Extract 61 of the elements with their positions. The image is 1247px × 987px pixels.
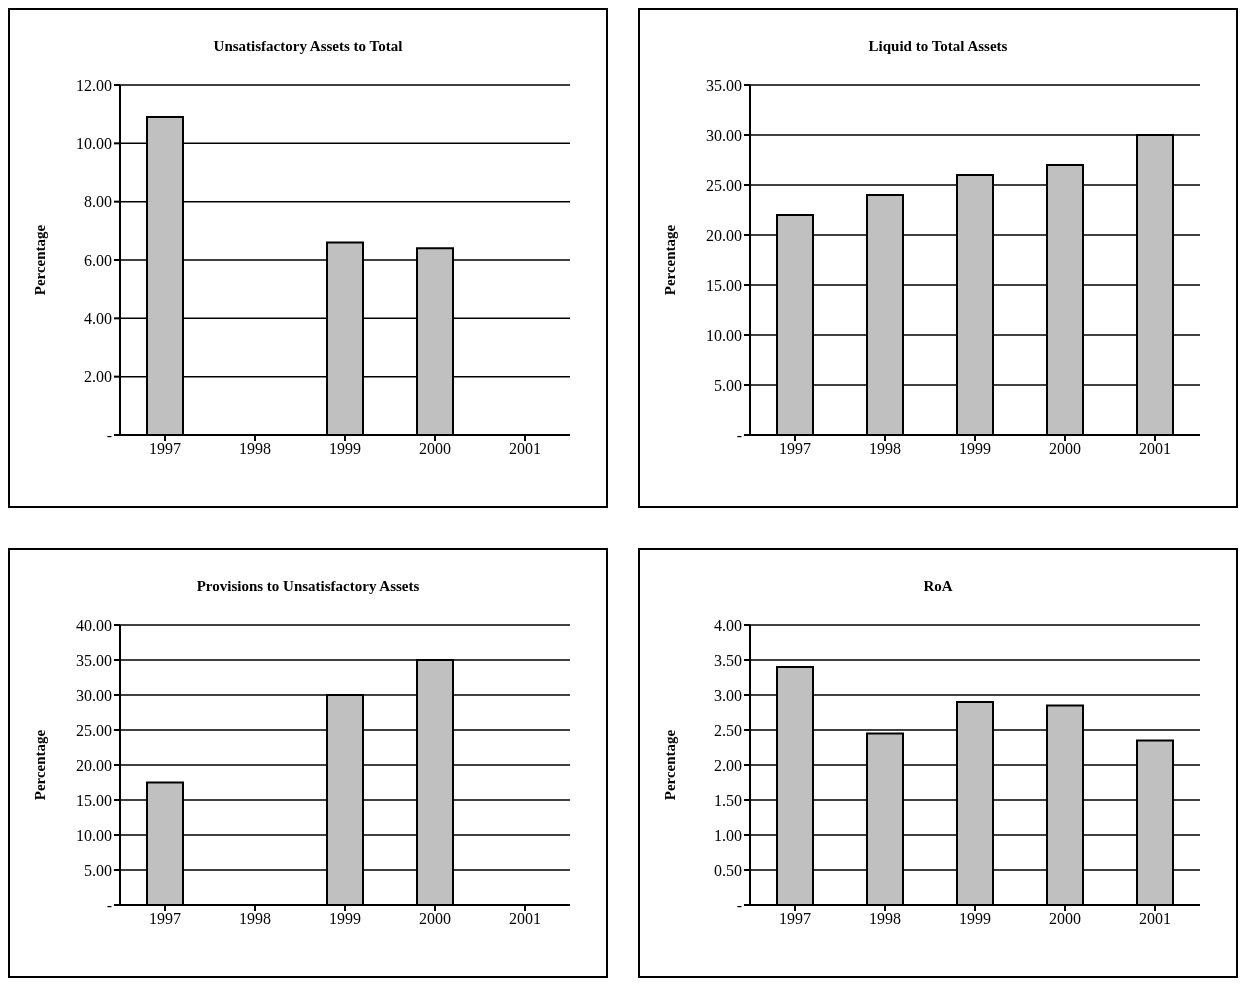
x-tick-label: 2000: [419, 910, 451, 928]
x-tick-label: 2001: [509, 910, 541, 928]
x-tick-label: 2001: [1139, 440, 1171, 458]
y-axis-title: Percentage: [32, 729, 49, 801]
x-tick-label: 2001: [1139, 910, 1171, 928]
chart-title: Unsatisfactory Assets to Total: [212, 38, 404, 55]
y-tick-label: 5.00: [714, 376, 742, 394]
y-tick-label: 12.00: [76, 76, 112, 94]
y-tick-label: -: [106, 896, 112, 914]
y-tick-label: 6.00: [84, 251, 112, 269]
x-tick-label: 1999: [959, 910, 991, 928]
x-tick-label: 1998: [869, 440, 901, 458]
y-tick-label: 15.00: [706, 276, 742, 294]
y-tick-label: 5.00: [84, 861, 112, 879]
x-tick-label: 2000: [1049, 440, 1081, 458]
x-tick-label: 1999: [329, 910, 361, 928]
x-tick-label: 1997: [149, 440, 181, 458]
y-tick-label: 10.00: [76, 826, 112, 844]
chart-title: RoA: [922, 578, 954, 595]
y-tick-label: 4.00: [84, 310, 112, 328]
y-tick-label: 8.00: [84, 193, 112, 211]
x-tick-label: 1997: [779, 910, 811, 928]
y-tick-label: 35.00: [706, 76, 742, 94]
y-tick-label: 20.00: [706, 226, 742, 244]
chart-title: Provisions to Unsatisfactory Assets: [195, 578, 421, 595]
y-tick-label: 10.00: [76, 135, 112, 153]
x-tick-label: 2000: [419, 440, 451, 458]
x-tick-label: 1999: [329, 440, 361, 458]
y-axis-title: Percentage: [662, 729, 679, 801]
y-axis-title: Percentage: [32, 224, 49, 296]
y-tick-label: 2.00: [84, 368, 112, 386]
y-tick-label: 10.00: [706, 326, 742, 344]
x-tick-label: 1998: [239, 910, 271, 928]
y-tick-label: 1.00: [714, 826, 742, 844]
y-tick-label: 15.00: [76, 791, 112, 809]
x-tick-label: 1997: [149, 910, 181, 928]
y-tick-label: 30.00: [706, 126, 742, 144]
y-tick-label: -: [736, 426, 742, 444]
y-tick-label: -: [106, 426, 112, 444]
y-tick-label: 35.00: [76, 651, 112, 669]
x-tick-label: 1997: [779, 440, 811, 458]
y-tick-label: 2.00: [714, 756, 742, 774]
x-tick-label: 2000: [1049, 910, 1081, 928]
x-tick-label: 1999: [959, 440, 991, 458]
y-tick-label: 1.50: [714, 791, 742, 809]
y-axis-title: Percentage: [662, 224, 679, 296]
y-tick-label: 2.50: [714, 721, 742, 739]
y-tick-label: 3.50: [714, 651, 742, 669]
y-tick-label: 20.00: [76, 756, 112, 774]
y-tick-label: 3.00: [714, 686, 742, 704]
y-tick-label: 25.00: [706, 176, 742, 194]
chart-title: Liquid to Total Assets: [867, 38, 1009, 55]
x-tick-label: 1998: [239, 440, 271, 458]
y-tick-label: 40.00: [76, 616, 112, 634]
x-tick-label: 2001: [509, 440, 541, 458]
y-tick-label: 25.00: [76, 721, 112, 739]
y-tick-label: 30.00: [76, 686, 112, 704]
y-tick-label: 0.50: [714, 861, 742, 879]
y-tick-label: -: [736, 896, 742, 914]
x-tick-label: 1998: [869, 910, 901, 928]
y-tick-label: 4.00: [714, 616, 742, 634]
